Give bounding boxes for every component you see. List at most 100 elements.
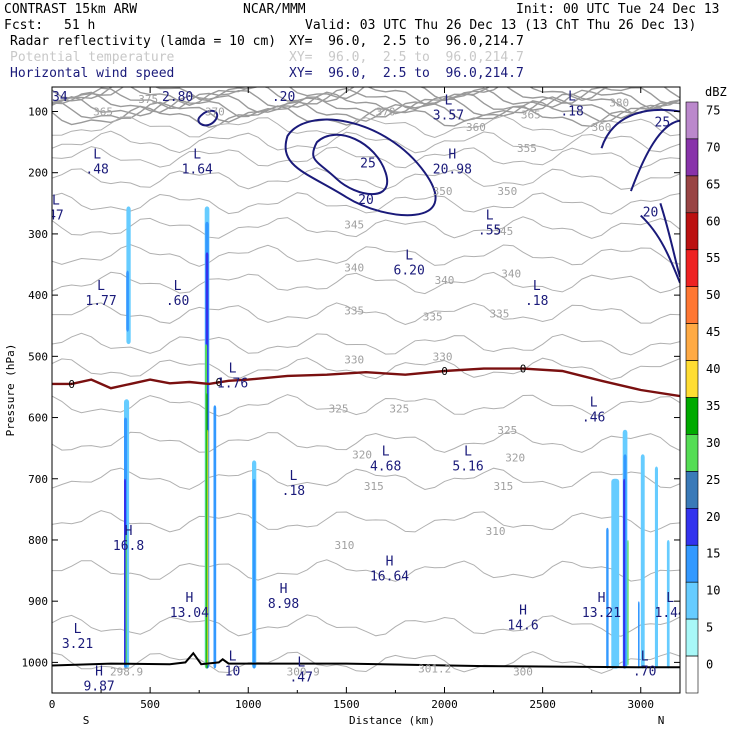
- colorbar-level-label: 55: [706, 251, 720, 265]
- theta-contour-label: 298.9: [110, 666, 143, 679]
- extremum-type: H: [448, 147, 456, 162]
- colorbar-swatch: [685, 360, 699, 398]
- reflectivity-cell: [627, 540, 629, 666]
- colorbar-swatch: [685, 138, 699, 177]
- theta-contour: [52, 130, 680, 154]
- theta-contour: [52, 96, 680, 119]
- field-name-wind: Horizontal wind speed: [10, 66, 175, 81]
- theta-contour-label: 360: [466, 121, 486, 134]
- extremum-type: L: [568, 89, 576, 104]
- theta-contour-label: 320: [505, 451, 525, 464]
- chart-title: CONTRAST 15km ARW: [4, 2, 138, 17]
- extremum-type: L: [666, 591, 674, 606]
- plot-frame: [51, 86, 681, 694]
- theta-contour: [52, 394, 680, 417]
- colorbar-level-label: 70: [706, 140, 720, 154]
- reflectivity-cell: [206, 393, 208, 669]
- extremum-value: 1.44: [655, 606, 686, 621]
- init-time: Init: 00 UTC Tue 24 Dec 13: [516, 2, 720, 17]
- theta-contour-label: 365: [93, 105, 113, 118]
- extremum-value: 10: [225, 664, 241, 679]
- theta-contour: [52, 559, 680, 582]
- extremum-type: L: [533, 279, 541, 294]
- theta-contour-label: 325: [497, 424, 517, 437]
- extremum-type: H: [519, 603, 527, 618]
- y-tick-label: 300: [28, 228, 48, 241]
- theta-contour: [52, 167, 680, 190]
- theta-contour-label: 325: [329, 402, 349, 415]
- reflectivity-cell: [611, 478, 620, 669]
- extremum-value: .47: [289, 671, 312, 686]
- extremum-type: L: [280, 75, 288, 90]
- extremum-value: .18: [525, 294, 548, 309]
- y-tick-label: 600: [28, 412, 48, 425]
- theta-contour: [52, 87, 680, 106]
- extremum-value: .46: [582, 410, 605, 425]
- wind-speed-contour: [600, 108, 680, 149]
- extremum-value: .48: [85, 162, 108, 177]
- theta-contour-label: 365: [521, 109, 541, 122]
- extremum-value: 5.16: [452, 459, 483, 474]
- theta-contour: [52, 271, 680, 295]
- theta-contour-label: 335: [423, 311, 443, 324]
- forecast-label: Fcst:: [4, 18, 44, 33]
- colorbar-swatch: [685, 175, 699, 214]
- reflectivity-cell: [640, 454, 645, 669]
- extremum-value: 4.68: [370, 459, 401, 474]
- theta-contour: [52, 467, 680, 491]
- y-axis-label: Pressure (hPa): [4, 344, 17, 437]
- field-xy-reflectivity: XY= 96.0, 2.5 to 96.0,214.7: [289, 34, 524, 49]
- freezing-level-label: 0: [441, 365, 448, 378]
- x-tick-label: 3000: [628, 698, 655, 711]
- theta-contour-label: 345: [344, 219, 364, 232]
- theta-contour-label: 300: [513, 666, 533, 679]
- terrain-line: [52, 651, 680, 669]
- extremum-value: 1.64: [182, 162, 213, 177]
- field-xy-theta: XY= 96.0, 2.5 to 96.0,214.7: [289, 50, 524, 65]
- theta-contour: [52, 430, 680, 453]
- model-center: NCAR/MMM: [243, 2, 306, 17]
- extremum-value: 8.98: [268, 597, 299, 612]
- field-name-reflectivity: Radar reflectivity (lamda = 10 cm): [10, 34, 277, 49]
- extremum-type: L: [445, 94, 453, 109]
- reflectivity-cell: [638, 601, 640, 669]
- x-tick-label: 2500: [529, 698, 556, 711]
- theta-contour-label: 335: [490, 307, 510, 320]
- wind-speed-contour: [197, 109, 219, 127]
- extremum-type: H: [125, 524, 133, 539]
- freezing-level-label: 0: [68, 378, 75, 391]
- colorbar-level-label: 0: [706, 658, 713, 672]
- freezing-level-contour: 0 0 0 0: [52, 363, 680, 398]
- colorbar-swatch: [685, 101, 699, 140]
- extremum-value: 2.80: [162, 90, 193, 105]
- colorbar-level-label: 50: [706, 288, 720, 302]
- y-tick-label: 100: [28, 105, 48, 118]
- theta-contour: [52, 332, 680, 356]
- extremum-type: H: [95, 665, 103, 680]
- colorbar-swatch: [685, 507, 699, 546]
- x-tick-label: 1500: [333, 698, 360, 711]
- freezing-level-label: 0: [216, 376, 223, 389]
- x-axis-left-end: S: [83, 714, 90, 727]
- theta-contour-label: 335: [344, 304, 364, 317]
- reflectivity-shading: [124, 206, 670, 669]
- x-axis-label: Distance (km): [349, 714, 435, 727]
- extremum-type: H: [598, 591, 606, 606]
- reflectivity-cell: [207, 429, 209, 666]
- field-name-theta: Potential temperature: [10, 50, 175, 65]
- extremum-value: .18: [560, 104, 583, 119]
- extremum-type: H: [280, 582, 288, 597]
- colorbar-level-label: 40: [706, 362, 720, 376]
- theta-contour-label: 301.2: [418, 663, 451, 676]
- theta-contour-label: 350: [433, 185, 453, 198]
- extremum-type: L: [229, 362, 237, 377]
- extremum-type: L: [382, 444, 390, 459]
- theta-contour-labels: 375 370 370 365 365 380 360 360 355 350 350 345 345 3…: [93, 93, 629, 678]
- colorbar-level-label: 30: [706, 436, 720, 450]
- extremum-value: 14.6: [507, 618, 538, 633]
- wind-contour-labels: 25 20 20 25: [358, 116, 670, 221]
- reflectivity-cell: [213, 405, 217, 669]
- theta-contour-label: 330: [344, 353, 364, 366]
- extremum-value: .55: [478, 224, 501, 239]
- wind-speed-contour: [659, 202, 680, 278]
